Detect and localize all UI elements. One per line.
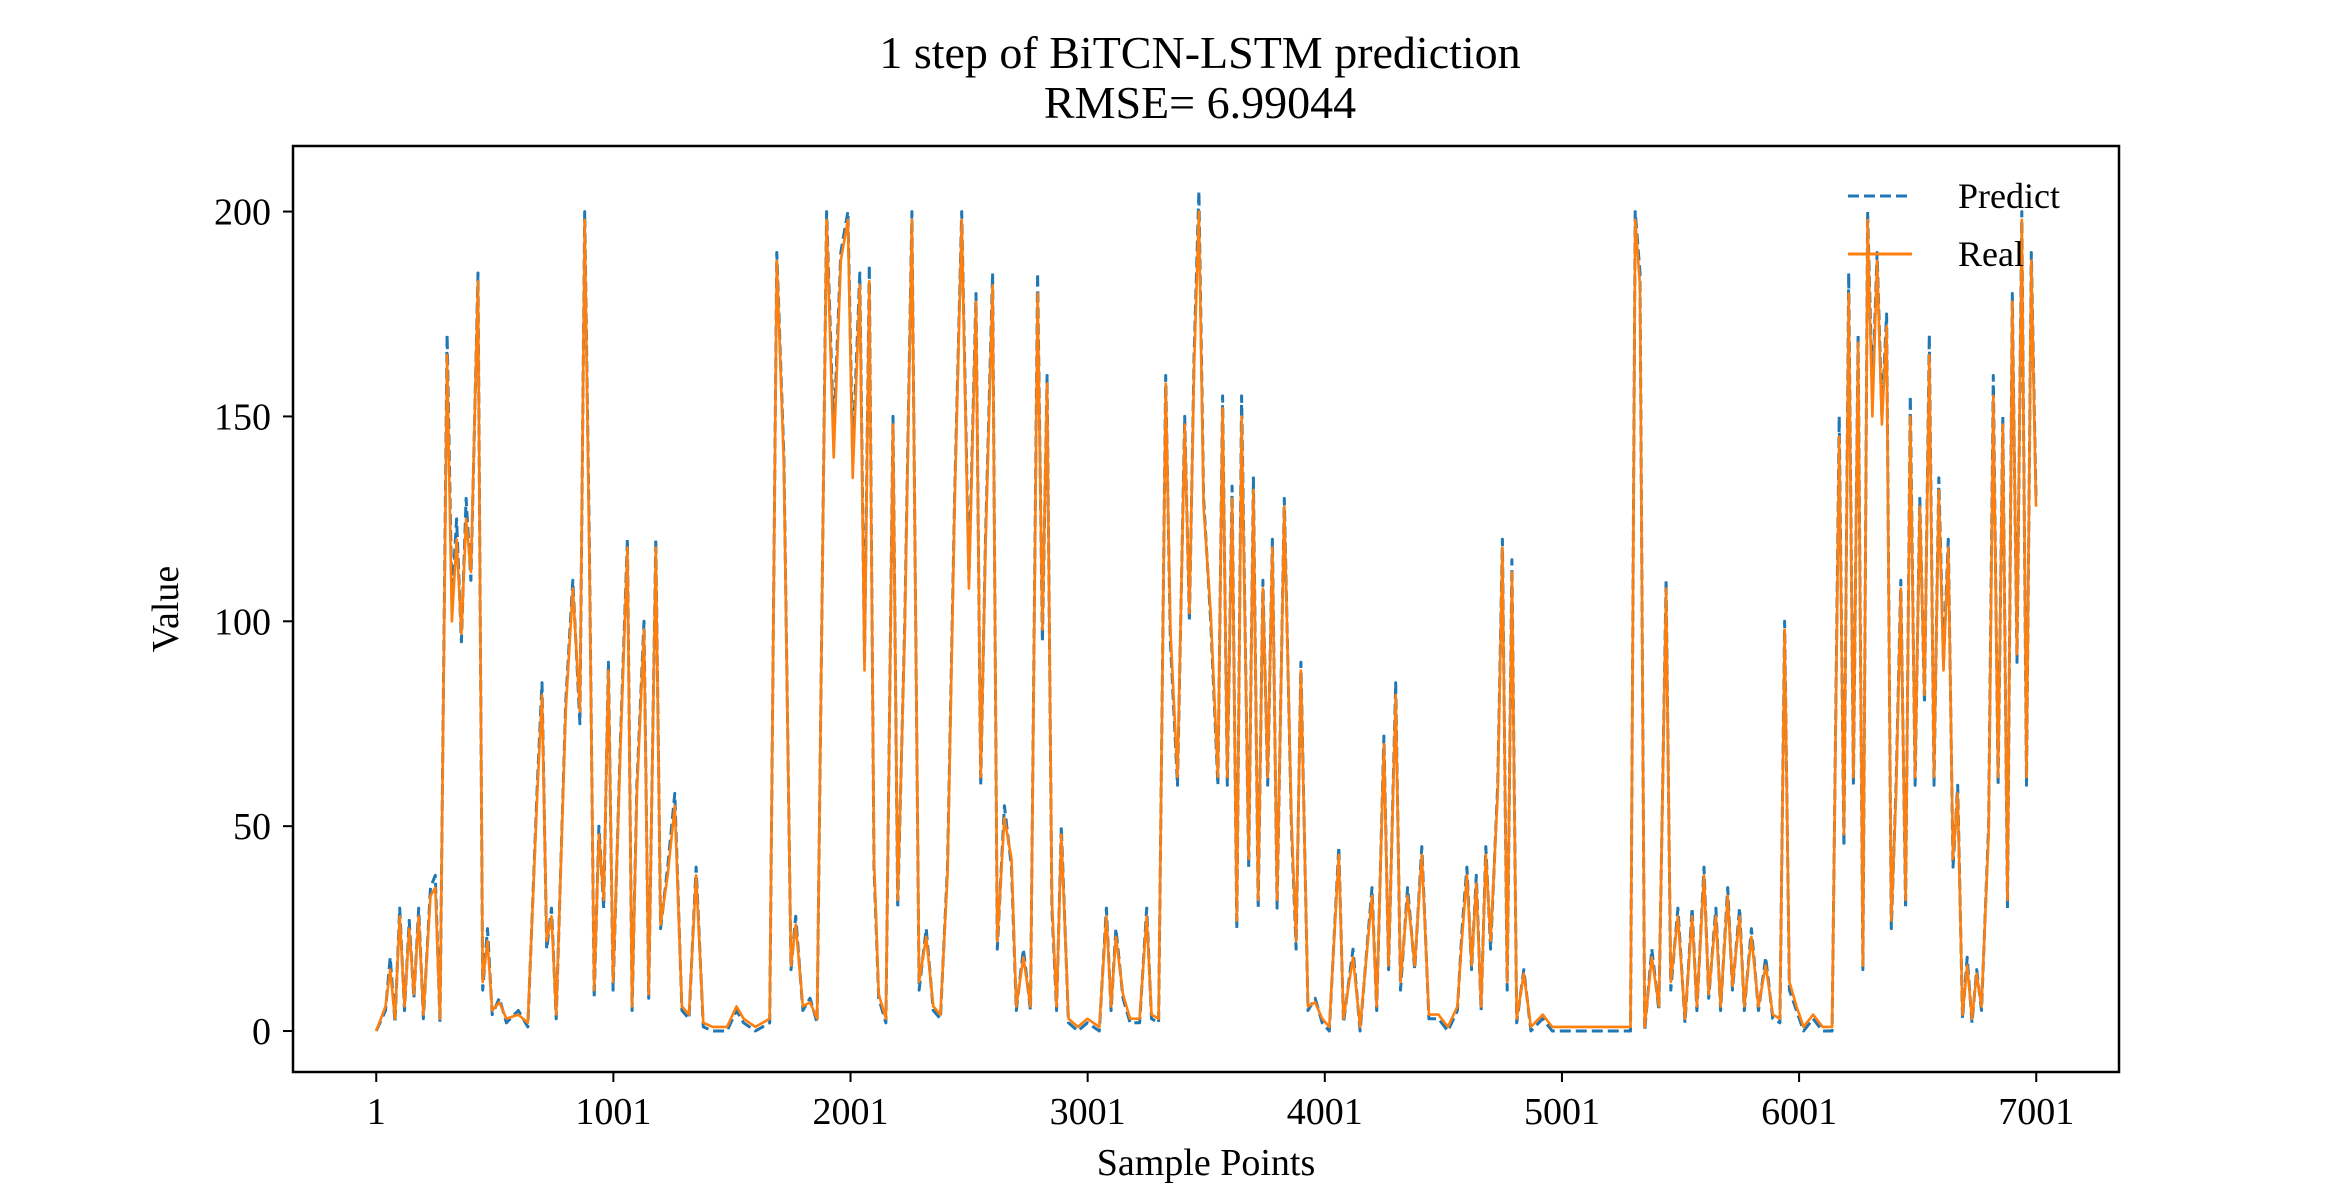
x-axis-label: Sample Points: [1097, 1142, 1316, 1184]
y-tick-label: 0: [252, 1011, 271, 1053]
legend-predict-label: Predict: [1958, 176, 2060, 216]
plot-frame: [291, 144, 2121, 1074]
x-axis: 1 1001 2001 3001 4001 5001 6001 7001: [367, 1072, 2074, 1133]
y-axis-label: Value: [145, 566, 187, 653]
plot-area: [291, 144, 2121, 1074]
y-tick-label: 50: [233, 806, 271, 848]
y-axis: 0 50 100 150 200: [214, 192, 293, 1053]
y-tick-label: 200: [214, 192, 271, 234]
chart-subtitle: RMSE= 6.99044: [1044, 77, 1356, 128]
x-tick-label: 2001: [813, 1091, 889, 1133]
x-tick-label: 5001: [1524, 1091, 1600, 1133]
x-tick-label: 6001: [1761, 1091, 1837, 1133]
x-tick-label: 3001: [1050, 1091, 1126, 1133]
x-tick-label: 1001: [575, 1091, 651, 1133]
x-tick-label: 1: [367, 1091, 386, 1133]
series-layer: [374, 189, 2038, 1033]
chart-title: 1 step of BiTCN-LSTM prediction: [879, 27, 1520, 78]
y-tick-label: 100: [214, 601, 271, 643]
series-line-real: [374, 210, 2038, 1032]
legend: Predict Real: [1848, 176, 2060, 274]
x-tick-label: 7001: [1998, 1091, 2074, 1133]
x-tick-label: 4001: [1287, 1091, 1363, 1133]
y-tick-label: 150: [214, 396, 271, 438]
legend-real-label: Real: [1958, 234, 2024, 274]
